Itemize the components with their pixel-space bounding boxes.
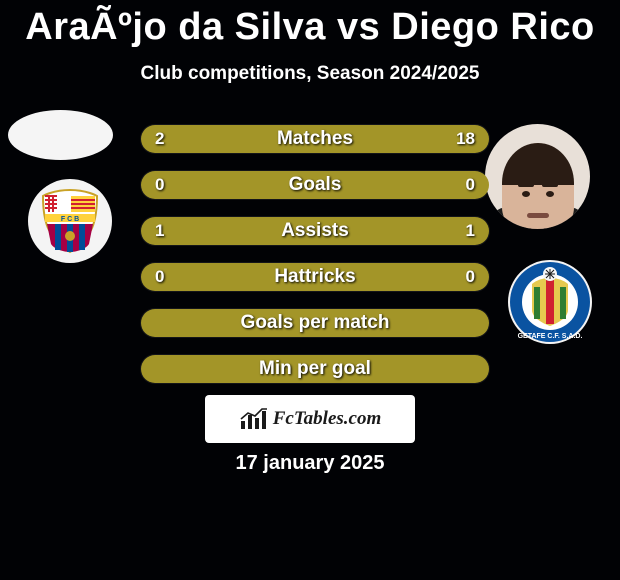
stat-row-assists: 1 Assists 1 [140,216,490,246]
stat-row-goals: 0 Goals 0 [140,170,490,200]
subtitle: Club competitions, Season 2024/2025 [0,63,620,85]
player1-club-crest: F C B [28,179,112,263]
page-title: AraÃºjo da Silva vs Diego Rico [0,0,620,49]
stats-bars: 2 Matches 18 0 Goals 0 1 Assists 1 0 Hat… [140,124,490,400]
brand-chart-icon [239,407,269,431]
player1-avatar [8,110,113,160]
stat-label: Hattricks [141,266,489,288]
brand-box: FcTables.com [205,395,415,443]
svg-text:F C B: F C B [61,216,79,223]
stat-row-matches: 2 Matches 18 [140,124,490,154]
stat-label: Matches [141,128,489,150]
date-text: 17 january 2025 [0,452,620,475]
brand-text: FcTables.com [273,408,382,430]
stat-label: Goals [141,174,489,196]
stat-label: Min per goal [141,358,489,380]
svg-text:GETAFE C.F. S.A.D.: GETAFE C.F. S.A.D. [518,333,583,340]
stat-row-hattricks: 0 Hattricks 0 [140,262,490,292]
stat-label: Goals per match [141,312,489,334]
player2-avatar [485,124,590,229]
getafe-crest-icon: GETAFE C.F. S.A.D. [508,260,592,344]
player2-club-crest: GETAFE C.F. S.A.D. [508,260,592,344]
stat-row-goals-per-match: Goals per match [140,308,490,338]
stat-row-min-per-goal: Min per goal [140,354,490,384]
fcb-crest-icon: F C B [35,186,105,256]
stat-label: Assists [141,220,489,242]
